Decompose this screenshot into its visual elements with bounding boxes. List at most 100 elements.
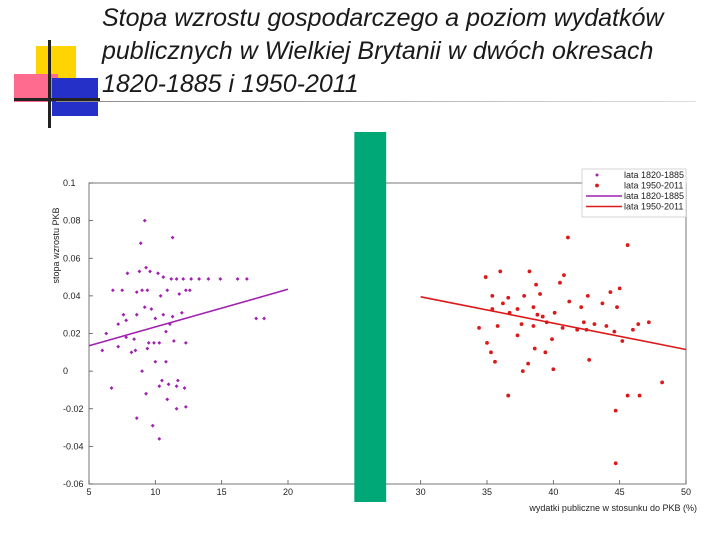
regression-lines bbox=[88, 288, 687, 351]
y-tick-label: 0 bbox=[63, 366, 68, 376]
data-point bbox=[544, 320, 549, 325]
data-point bbox=[121, 312, 126, 317]
legend-label: lata 1950-2011 bbox=[624, 202, 683, 212]
data-point bbox=[235, 277, 240, 281]
y-tick-label: -0.06 bbox=[63, 479, 84, 489]
data-point bbox=[197, 277, 202, 281]
data-point bbox=[109, 386, 114, 390]
data-point bbox=[169, 277, 174, 281]
data-point bbox=[526, 361, 531, 366]
data-point bbox=[540, 314, 545, 319]
y-tick-label: -0.02 bbox=[63, 404, 84, 414]
data-point bbox=[149, 307, 154, 311]
data-point bbox=[587, 357, 592, 362]
x-tick-label: 50 bbox=[681, 487, 691, 497]
title-decoration-blue-square bbox=[52, 78, 98, 116]
data-point bbox=[566, 235, 570, 240]
data-point bbox=[153, 316, 158, 321]
data-point bbox=[625, 393, 630, 398]
data-point bbox=[166, 382, 171, 387]
data-point bbox=[179, 310, 184, 315]
data-point bbox=[124, 318, 129, 323]
y-axis-ticks: 0.1 0.08 0.06 0.04 0.02 0 -0.02 -0.04 -0.06 bbox=[63, 178, 93, 489]
y-axis-label: stopa wzrostu PKB bbox=[51, 207, 61, 283]
legend-box bbox=[581, 168, 687, 218]
x-tick-label: 30 bbox=[416, 487, 426, 497]
y-tick-label: 0.1 bbox=[63, 178, 76, 188]
title-decoration-vertical-line bbox=[48, 40, 51, 128]
data-point bbox=[483, 275, 488, 279]
data-point bbox=[254, 316, 259, 321]
y-tick-label: 0.06 bbox=[63, 253, 81, 263]
data-point bbox=[140, 369, 144, 374]
y-tick-label: 0.02 bbox=[63, 329, 81, 339]
data-point bbox=[551, 367, 556, 372]
data-point bbox=[175, 378, 180, 383]
data-point bbox=[183, 404, 188, 409]
data-point bbox=[579, 305, 584, 310]
data-point bbox=[129, 350, 134, 355]
data-point bbox=[116, 344, 121, 349]
data-point bbox=[165, 397, 170, 402]
data-point bbox=[146, 341, 151, 345]
data-point bbox=[124, 335, 129, 340]
data-point bbox=[562, 273, 566, 278]
data-point bbox=[560, 325, 565, 330]
data-point bbox=[515, 307, 520, 311]
x-tick-label: 5 bbox=[86, 487, 91, 497]
data-point bbox=[153, 359, 158, 364]
data-point bbox=[110, 288, 115, 293]
data-point bbox=[636, 322, 641, 326]
x-tick-label: 45 bbox=[615, 487, 625, 497]
data-point bbox=[183, 288, 188, 293]
data-point bbox=[161, 312, 166, 317]
x-tick-label: 35 bbox=[482, 487, 492, 497]
data-point bbox=[600, 301, 605, 306]
data-point bbox=[531, 324, 536, 328]
data-point bbox=[490, 293, 495, 298]
data-point bbox=[138, 241, 143, 246]
data-point bbox=[631, 327, 635, 332]
data-point bbox=[145, 288, 150, 293]
data-point bbox=[206, 277, 211, 281]
data-point bbox=[140, 288, 144, 293]
data-point bbox=[592, 322, 597, 326]
data-point bbox=[584, 327, 589, 332]
data-point bbox=[515, 333, 520, 338]
data-point bbox=[181, 277, 186, 281]
data-point bbox=[543, 350, 548, 355]
data-point bbox=[617, 286, 622, 291]
data-point bbox=[646, 320, 651, 325]
title-underline bbox=[56, 101, 696, 102]
data-point bbox=[522, 293, 527, 298]
x-tick-label: 10 bbox=[150, 487, 160, 497]
data-point bbox=[134, 416, 139, 421]
data-point bbox=[174, 277, 179, 281]
data-point bbox=[538, 292, 542, 296]
data-point bbox=[660, 380, 665, 385]
data-point bbox=[615, 305, 619, 310]
data-point bbox=[575, 327, 580, 332]
legend-label: lata 1820-1885 bbox=[624, 191, 684, 201]
data-point bbox=[164, 359, 168, 364]
data-point bbox=[100, 348, 105, 353]
data-points bbox=[100, 218, 665, 466]
data-point bbox=[148, 269, 152, 274]
data-point bbox=[174, 406, 179, 411]
data-point bbox=[174, 384, 179, 389]
data-point bbox=[189, 277, 194, 281]
data-point bbox=[187, 288, 192, 293]
x-axis-label: wydatki publiczne w stosunku do PKB (%) bbox=[528, 503, 697, 513]
legend-marker bbox=[595, 183, 599, 188]
x-tick-label: 20 bbox=[283, 487, 293, 497]
plot-area-frame bbox=[88, 182, 687, 485]
data-point bbox=[158, 293, 163, 298]
data-point bbox=[132, 337, 137, 342]
data-point bbox=[567, 299, 572, 304]
data-point bbox=[183, 341, 188, 345]
data-point bbox=[164, 329, 168, 334]
data-point bbox=[552, 310, 557, 315]
data-point bbox=[156, 271, 160, 276]
data-point bbox=[170, 235, 175, 240]
